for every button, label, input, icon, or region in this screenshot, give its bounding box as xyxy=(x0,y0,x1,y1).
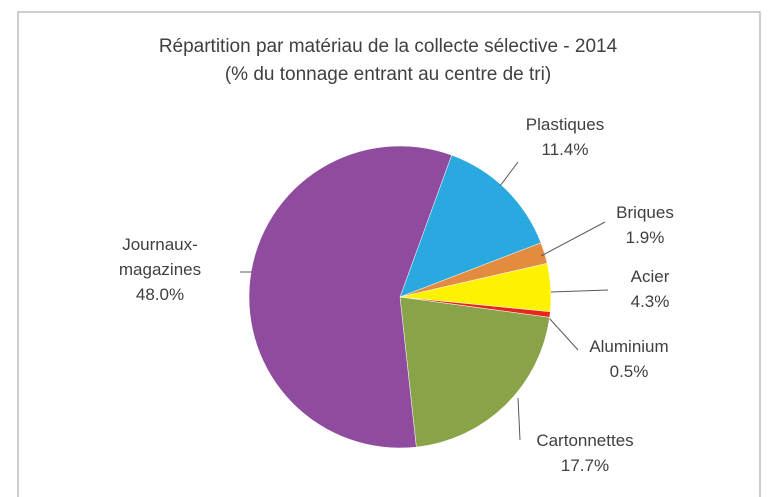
pie-slice xyxy=(399,296,550,448)
label-value: 1.9% xyxy=(625,228,665,247)
label-value: 4.3% xyxy=(630,292,670,311)
label-name: Briques xyxy=(616,203,674,222)
label-name: Acier xyxy=(630,267,670,286)
data-label: Acier 4.3% xyxy=(595,264,705,314)
leader-line xyxy=(499,161,519,187)
leader-line xyxy=(540,221,606,257)
label-name: Journaux-magazines xyxy=(118,235,202,279)
label-name: Aluminium xyxy=(589,337,669,356)
pie-slice xyxy=(248,145,452,449)
leader-line xyxy=(550,289,609,293)
label-name: Cartonnettes xyxy=(536,431,634,450)
leader-line xyxy=(548,317,579,351)
chart-title: Répartition par matériau de la collecte … xyxy=(159,36,618,57)
pie-slice xyxy=(399,154,542,298)
data-label: Briques 1.9% xyxy=(590,200,700,250)
label-value: 11.4% xyxy=(541,140,589,159)
data-label: Journaux-magazines 48.0% xyxy=(110,232,210,307)
leader-line xyxy=(517,397,521,441)
data-label: Plastiques 11.4% xyxy=(510,112,620,162)
label-value: 48.0% xyxy=(135,285,185,304)
label-name: Plastiques xyxy=(525,115,605,134)
label-value: 0.5% xyxy=(609,362,649,381)
data-label: Aluminium 0.5% xyxy=(574,334,684,384)
data-label: Cartonnettes 17.7% xyxy=(530,428,640,478)
chart-subtitle: (% du tonnage entrant au centre de tri) xyxy=(225,64,551,85)
label-value: 17.7% xyxy=(560,456,610,475)
